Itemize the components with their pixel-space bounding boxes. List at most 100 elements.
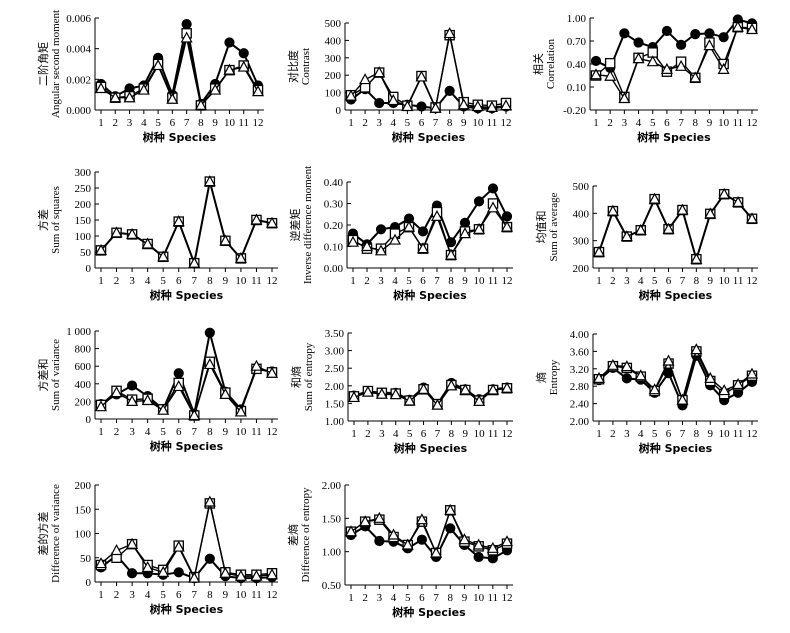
x-tick-label: 12 — [502, 428, 513, 440]
marker-circle — [126, 380, 138, 391]
x-tick-label: 3 — [622, 117, 628, 129]
y-tick-label: 3.00 — [325, 346, 345, 358]
x-axis-title: 树种 Species — [637, 130, 711, 144]
y-axis-title-cn: 相关 — [531, 53, 545, 75]
marker-triangle — [704, 371, 717, 383]
x-tick-label: 11 — [251, 426, 262, 438]
x-tick-label: 12 — [747, 117, 758, 129]
x-tick-label: 1 — [98, 426, 104, 438]
marker-triangle — [251, 85, 265, 97]
x-tick-label: 8 — [448, 592, 454, 604]
marker-triangle — [141, 237, 154, 249]
y-tick-label: 0.006 — [66, 13, 91, 25]
series-line — [595, 26, 753, 101]
marker-triangle — [416, 242, 430, 254]
marker-circle — [661, 25, 673, 37]
marker-triangle — [126, 537, 139, 549]
y-axis-title: Difference of variance — [50, 484, 62, 583]
y-axis-title-cn: 差的方差 — [36, 512, 50, 556]
marker-triangle — [109, 91, 122, 103]
marker-triangle — [486, 201, 500, 213]
x-tick-label: 8 — [449, 428, 455, 440]
x-tick-label: 1 — [596, 275, 602, 287]
y-tick-label: 300 — [75, 167, 92, 179]
x-tick-label: 11 — [733, 428, 744, 440]
x-tick-label: 2 — [610, 428, 616, 440]
marker-triangle — [429, 101, 442, 113]
marker-triangle — [485, 100, 498, 112]
marker-triangle — [444, 248, 458, 260]
series-line — [100, 181, 273, 266]
x-tick-label: 4 — [145, 275, 151, 287]
series-triangle — [592, 343, 759, 405]
marker-triangle — [203, 357, 216, 370]
x-tick-label: 3 — [378, 275, 384, 287]
x-tick-label: 9 — [708, 275, 714, 287]
x-tick-label: 1 — [351, 428, 357, 440]
x-axis-title: 树种 Species — [392, 130, 466, 144]
x-tick-label: 3 — [129, 589, 135, 601]
marker-triangle — [359, 515, 372, 527]
y-axis-title-cn: 方差和 — [36, 359, 50, 392]
x-tick-label: 3 — [379, 428, 385, 440]
y-tick-label: 100 — [325, 88, 342, 100]
x-tick-label: 12 — [502, 592, 513, 604]
marker-triangle — [732, 195, 745, 207]
x-tick-label: 10 — [473, 592, 485, 604]
y-axis-title: Angular second moment — [50, 10, 62, 118]
marker-triangle — [234, 569, 247, 581]
x-axis-title: 树种 Species — [639, 288, 713, 302]
y-tick-label: 0.10 — [324, 242, 344, 254]
marker-circle — [675, 39, 687, 50]
x-tick-label: 8 — [198, 117, 204, 129]
x-tick-label: 10 — [474, 428, 486, 440]
y-tick-label: 1 000 — [66, 326, 91, 338]
y-axis-title: Sum of squares — [50, 186, 62, 254]
marker-triangle — [223, 63, 236, 75]
x-tick-label: 6 — [419, 592, 425, 604]
marker-triangle — [592, 245, 606, 257]
marker-triangle — [618, 92, 631, 104]
x-tick-label: 10 — [224, 117, 236, 129]
marker-circle — [619, 28, 630, 39]
y-tick-label: 200 — [325, 70, 342, 82]
x-tick-label: 1 — [348, 117, 354, 129]
x-tick-label: 1 — [98, 589, 104, 601]
y-tick-label: 1.00 — [322, 547, 342, 559]
y-tick-label: 150 — [75, 215, 92, 227]
marker-triangle — [387, 93, 400, 106]
x-tick-label: 6 — [420, 275, 426, 287]
y-tick-label: 0.40 — [324, 177, 344, 189]
x-tick-label: 3 — [624, 428, 630, 440]
marker-circle — [690, 28, 701, 40]
x-tick-label: 4 — [638, 428, 644, 440]
x-tick-label: 7 — [433, 117, 439, 129]
y-tick-label: 200 — [75, 480, 92, 492]
marker-triangle — [265, 366, 279, 378]
marker-triangle — [589, 68, 603, 80]
marker-triangle — [126, 394, 139, 406]
marker-triangle — [250, 569, 263, 581]
marker-triangle — [458, 533, 471, 545]
marker-circle — [501, 211, 513, 222]
marker-triangle — [459, 383, 472, 395]
x-tick-label: 2 — [364, 275, 370, 287]
marker-triangle — [500, 220, 514, 232]
x-tick-label: 7 — [192, 589, 198, 601]
marker-circle — [445, 523, 456, 534]
marker-triangle — [676, 203, 689, 215]
chart-panel-8: 1.001.502.002.503.003.501 2 3 4 5 6 7 8 9 10 11 12树… — [289, 328, 514, 455]
marker-triangle — [219, 387, 232, 399]
marker-triangle — [486, 541, 499, 553]
x-tick-label: 8 — [447, 117, 453, 129]
x-axis-title: 树种 Species — [639, 441, 713, 455]
y-axis-title-cn: 和熵 — [289, 366, 303, 388]
y-tick-label: 2.50 — [325, 363, 345, 375]
marker-triangle — [141, 394, 154, 406]
marker-triangle — [444, 503, 457, 515]
y-tick-label: 4.00 — [570, 329, 590, 341]
marker-triangle — [110, 544, 123, 556]
x-tick-label: 11 — [733, 275, 744, 287]
x-tick-label: 1 — [596, 428, 602, 440]
